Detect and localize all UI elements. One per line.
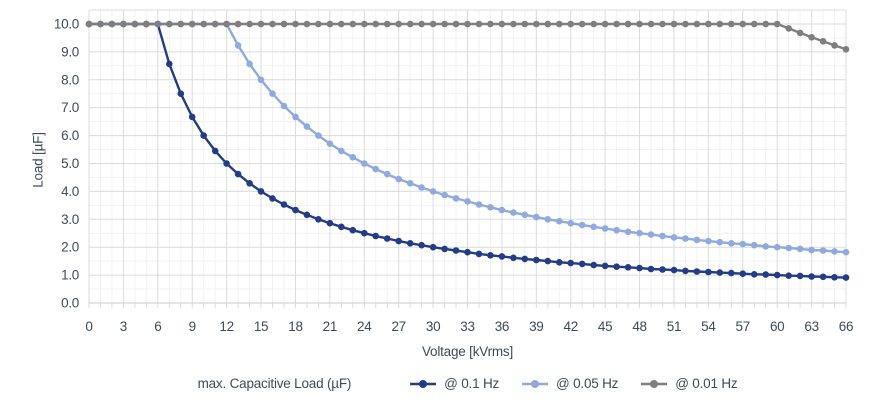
y-tick-label: 4.0 [61, 184, 79, 199]
x-tick-label: 60 [770, 319, 784, 334]
legend: max. Capacitive Load (µF) @ 0.1 Hz @ 0.0… [89, 376, 846, 391]
x-axis-ticks [88, 303, 847, 308]
legend-label: @ 0.1 Hz [444, 376, 500, 391]
y-tick-label: 2.0 [61, 240, 79, 255]
chart-plot-area: 0.01.02.03.04.05.06.07.08.09.010.00 3 6 9 12… [54, 9, 854, 334]
x-tick-label: 27 [391, 319, 405, 334]
x-tick-label: 57 [736, 319, 750, 334]
y-tick-label: 0.0 [61, 296, 79, 311]
x-tick-label: 15 [254, 319, 268, 334]
x-tick-label: 39 [529, 319, 543, 334]
x-tick-label: 0 [85, 319, 92, 334]
line-marker-icon [641, 379, 668, 388]
legend-item-0.01hz: @ 0.01 Hz [640, 376, 738, 391]
y-tick-label: 7.0 [61, 100, 79, 115]
x-tick-label: 42 [564, 319, 578, 334]
x-tick-label: 30 [426, 319, 440, 334]
line-marker-icon [522, 379, 549, 388]
x-tick-label: 6 [154, 319, 161, 334]
x-tick-label: 3 [120, 319, 127, 334]
y-axis-title: Load [µF] [30, 132, 46, 188]
x-tick-label: 45 [598, 319, 612, 334]
y-tick-labels: 0.0 1.0 2.0 3.0 4.0 5.0 6.0 7.0 8.0 9.0 10.0 [54, 16, 79, 310]
y-tick-label: 9.0 [61, 44, 79, 59]
y-tick-label: 10.0 [54, 16, 79, 31]
x-tick-labels: 0 3 6 9 12 15 18 21 24 27 30 33 36 39 42 45 48 51 54 57 60 63… [85, 319, 853, 334]
legend-title: max. Capacitive Load (µF) [197, 376, 352, 391]
x-axis-title: Voltage [kVrms] [421, 344, 514, 359]
x-tick-label: 51 [667, 319, 681, 334]
x-tick-label: 33 [460, 319, 474, 334]
x-tick-label: 48 [632, 319, 646, 334]
x-tick-label: 21 [323, 319, 337, 334]
series-001Hz [85, 20, 850, 53]
x-tick-label: 12 [219, 319, 233, 334]
x-tick-label: 9 [189, 319, 196, 334]
y-tick-label: 1.0 [61, 268, 79, 283]
legend-label: @ 0.05 Hz [556, 376, 619, 391]
series-01Hz [85, 20, 850, 281]
x-tick-label: 54 [701, 319, 716, 334]
legend-item-0.05hz: @ 0.05 Hz [521, 376, 618, 391]
legend-label: @ 0.01 Hz [675, 376, 738, 391]
legend-item-0.1hz: @ 0.1 Hz [409, 376, 499, 391]
x-tick-label: 63 [804, 319, 818, 334]
x-tick-label: 18 [288, 319, 302, 334]
y-tick-label: 6.0 [61, 128, 79, 143]
line-marker-icon [410, 379, 437, 388]
x-tick-label: 36 [495, 319, 509, 334]
y-tick-label: 3.0 [61, 212, 79, 227]
x-tick-label: 24 [357, 319, 372, 334]
x-tick-label: 66 [839, 319, 853, 334]
y-tick-label: 8.0 [61, 72, 79, 87]
y-tick-label: 5.0 [61, 156, 79, 171]
grid-major [88, 9, 847, 304]
